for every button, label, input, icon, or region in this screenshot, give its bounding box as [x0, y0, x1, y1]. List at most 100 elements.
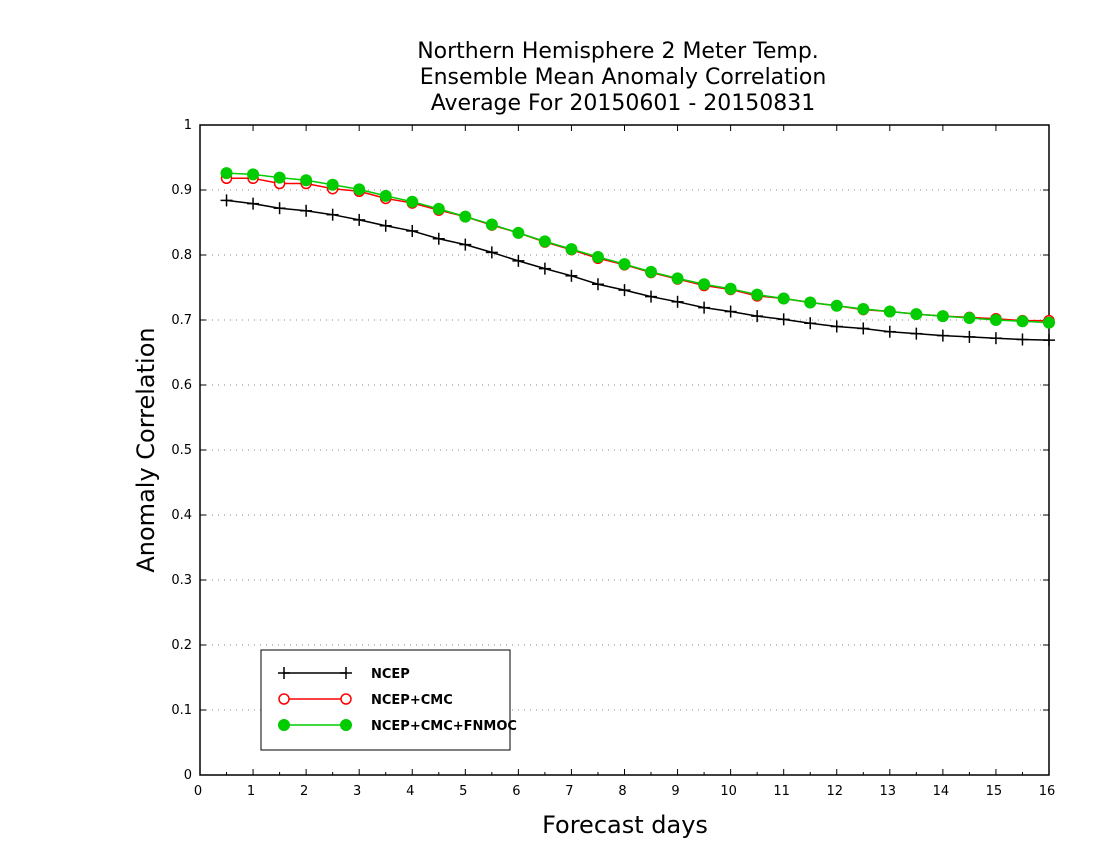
x-tick-label: 16 [1039, 784, 1056, 799]
data-point [512, 226, 525, 239]
data-point [1016, 333, 1029, 346]
series-line [226, 177, 1049, 322]
data-point [830, 299, 843, 312]
data-point [353, 183, 366, 196]
legend-label: NCEP+CMC+FNMOC [371, 719, 517, 734]
x-tick-label: 8 [618, 784, 626, 799]
y-tick-label: 0.8 [171, 248, 192, 263]
data-point [432, 232, 445, 245]
legend-marker [278, 693, 290, 705]
data-point [273, 202, 286, 215]
data-point [538, 235, 551, 248]
series-line [226, 199, 1050, 341]
legend-box [260, 649, 511, 751]
data-point [538, 262, 551, 275]
x-tick-label: 12 [826, 784, 843, 799]
legend-marker [340, 667, 352, 679]
x-tick-label: 0 [194, 784, 202, 799]
data-point [724, 305, 737, 318]
y-tick-label: 0.6 [171, 378, 192, 393]
data-point [220, 167, 233, 180]
data-point [591, 278, 604, 291]
legend-entry: NCEP [278, 667, 410, 682]
y-tick-label: 0.1 [171, 703, 192, 718]
data-point [777, 313, 790, 326]
x-tick-label: 10 [720, 784, 737, 799]
y-tick-label: 0.4 [171, 508, 192, 523]
y-tick-label: 0.3 [171, 573, 192, 588]
legend-marker [340, 693, 352, 705]
data-point [300, 174, 313, 187]
data-point [1043, 334, 1055, 347]
data-point [326, 208, 339, 221]
y-tick-label: 0.7 [171, 313, 192, 328]
data-point [273, 171, 286, 184]
x-tick-label: 3 [353, 784, 361, 799]
data-point [247, 168, 260, 181]
data-point [406, 224, 419, 237]
data-point [247, 197, 260, 210]
series-ncep-cmc [220, 172, 1055, 327]
legend-entry: NCEP+CMC+FNMOC [278, 719, 517, 734]
data-point [645, 265, 658, 278]
x-tick-label: 9 [671, 784, 679, 799]
data-point [406, 195, 419, 208]
data-point [936, 329, 949, 342]
series-group [220, 167, 1055, 347]
data-point [963, 312, 976, 325]
series-ncep [220, 194, 1055, 347]
legend-marker [278, 667, 290, 679]
data-point [671, 272, 684, 285]
x-tick-label: 1 [247, 784, 255, 799]
chart-title-line-3: Average For 20150601 - 20150831 [431, 91, 816, 116]
legend-label: NCEP+CMC [371, 693, 453, 708]
data-point [910, 308, 923, 321]
series-ncep-cmc-fnmoc [220, 167, 1055, 329]
data-point [804, 296, 817, 309]
data-point [432, 202, 445, 215]
data-point [565, 269, 578, 282]
data-point [618, 258, 631, 271]
data-point [963, 330, 976, 343]
data-point [379, 189, 392, 202]
data-point [989, 332, 1002, 345]
data-point [485, 218, 498, 231]
data-point [830, 320, 843, 333]
data-point [300, 204, 313, 217]
series-line [226, 172, 1050, 324]
x-axis-label: Forecast days [542, 811, 708, 839]
y-axis-label: Anomaly Correlation [132, 327, 160, 572]
data-point [379, 219, 392, 232]
chart-title-line-2: Ensemble Mean Anomaly Correlation [420, 65, 827, 90]
data-point [1043, 316, 1055, 329]
data-point [883, 305, 896, 318]
axis-ticks: 00.10.20.30.40.50.60.70.80.910 1 2 3 4 5 6 7 8 9 1… [171, 118, 1055, 799]
data-point [724, 282, 737, 295]
data-point [512, 254, 525, 267]
data-point [698, 278, 711, 291]
data-point [459, 238, 472, 251]
x-tick-label: 5 [459, 784, 467, 799]
legend: NCEP NCEP+CMC NCEP+CMC+FNMOC [260, 649, 517, 751]
data-point [485, 246, 498, 259]
x-tick-label: 11 [773, 784, 790, 799]
x-tick-label: 14 [933, 784, 950, 799]
data-point [804, 317, 817, 330]
data-point [353, 213, 366, 226]
x-tick-label: 2 [300, 784, 308, 799]
legend-marker [340, 719, 352, 731]
data-point [618, 284, 631, 297]
y-tick-label: 0.5 [171, 443, 192, 458]
data-point [671, 295, 684, 308]
data-point [1016, 315, 1029, 328]
data-point [777, 292, 790, 305]
y-tick-label: 1 [184, 118, 192, 133]
data-point [936, 310, 949, 323]
y-tick-label: 0.2 [171, 638, 192, 653]
x-tick-label: 6 [512, 784, 520, 799]
data-point [459, 210, 472, 223]
data-point [910, 327, 923, 340]
x-tick-label: 4 [406, 784, 414, 799]
x-tick-label: 15 [986, 784, 1003, 799]
